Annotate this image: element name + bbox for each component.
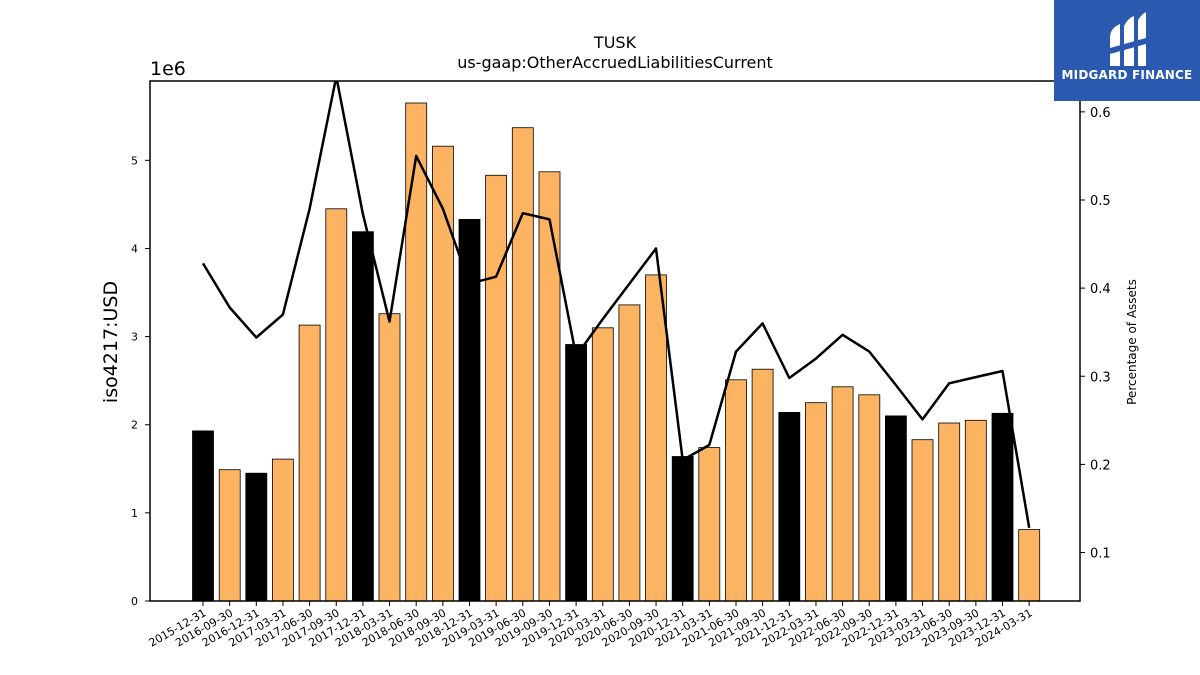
- bar-2022-09-30: [858, 394, 881, 602]
- bar-2019-06-30: [511, 127, 534, 602]
- bar-2018-06-30: [405, 102, 428, 602]
- y-tick-label: 0: [131, 595, 138, 608]
- bar-2020-12-31: [671, 456, 694, 602]
- y2-tick-label: 0.4: [1090, 282, 1111, 297]
- chart-title: TUSK: [593, 33, 637, 52]
- percentage-line: [201, 81, 1031, 529]
- y2-tick-label: 0.2: [1090, 458, 1111, 473]
- y2-tick-label: 0.3: [1090, 370, 1111, 385]
- bar-2023-06-30: [938, 422, 961, 602]
- y2-tick-label: 0.5: [1090, 194, 1111, 209]
- bar-2021-12-31: [778, 411, 801, 602]
- y-tick-label: 4: [131, 242, 138, 255]
- bar-2020-06-30: [618, 304, 641, 602]
- bar-2023-12-31: [991, 412, 1014, 602]
- y-axis-label: iso4217:USD: [100, 281, 122, 403]
- y-tick-label: 5: [131, 154, 138, 167]
- x-ticks: 2015-12-312016-09-302016-12-312017-03-31…: [147, 601, 1035, 650]
- y2-tick-label: 0.1: [1090, 547, 1111, 562]
- bar-2022-03-31: [805, 402, 827, 602]
- chart-subtitle: us-gaap:OtherAccruedLiabilitiesCurrent: [457, 53, 773, 72]
- bar-2022-06-30: [831, 386, 854, 602]
- bar-2024-03-31: [1018, 529, 1041, 602]
- midgard-logo-icon: [1110, 12, 1146, 66]
- bar-2019-09-30: [538, 171, 561, 602]
- bar-2019-03-31: [485, 174, 508, 602]
- bar-2021-06-30: [725, 379, 747, 602]
- bar-2018-03-31: [378, 313, 401, 602]
- bar-2017-06-30: [298, 324, 321, 602]
- bar-2021-09-30: [751, 368, 774, 602]
- bar-2019-12-31: [565, 344, 587, 602]
- y2-tick-label: 0.6: [1090, 106, 1111, 121]
- bar-2016-09-30: [218, 469, 241, 602]
- bar-2017-03-31: [271, 458, 294, 602]
- bar-2017-09-30: [325, 208, 348, 602]
- bar-2020-09-30: [645, 274, 667, 602]
- y2-axis-label: Percentage of Assets: [1125, 279, 1139, 405]
- bar-2023-09-30: [964, 419, 987, 602]
- bar-2016-12-31: [245, 472, 268, 602]
- plot-frame: [149, 80, 1081, 602]
- y-tick-label: 1: [131, 507, 138, 520]
- bar-2023-03-31: [911, 439, 934, 602]
- y-tick-label: 2: [131, 419, 138, 432]
- bar-2018-12-31: [458, 218, 481, 602]
- y-offset-label: 1e6: [150, 58, 186, 80]
- y-ticks: 0 1 2 3 4 5: [131, 154, 150, 608]
- brand-name: MIDGARD FINANCE: [1061, 68, 1193, 82]
- line-group: [201, 81, 1031, 529]
- bar-2022-12-31: [885, 415, 907, 602]
- bar-2018-09-30: [431, 145, 454, 602]
- y2-ticks: 0.1 0.2 0.3 0.4 0.5 0.6: [1080, 106, 1111, 562]
- bar-2015-12-31: [192, 430, 214, 602]
- bars-group: [192, 102, 1041, 602]
- brand-badge: MIDGARD FINANCE: [1054, 0, 1200, 101]
- bar-2021-03-31: [698, 447, 721, 602]
- bar-2017-12-31: [351, 231, 374, 602]
- bar-2020-03-31: [591, 327, 614, 602]
- y-tick-label: 3: [131, 331, 138, 344]
